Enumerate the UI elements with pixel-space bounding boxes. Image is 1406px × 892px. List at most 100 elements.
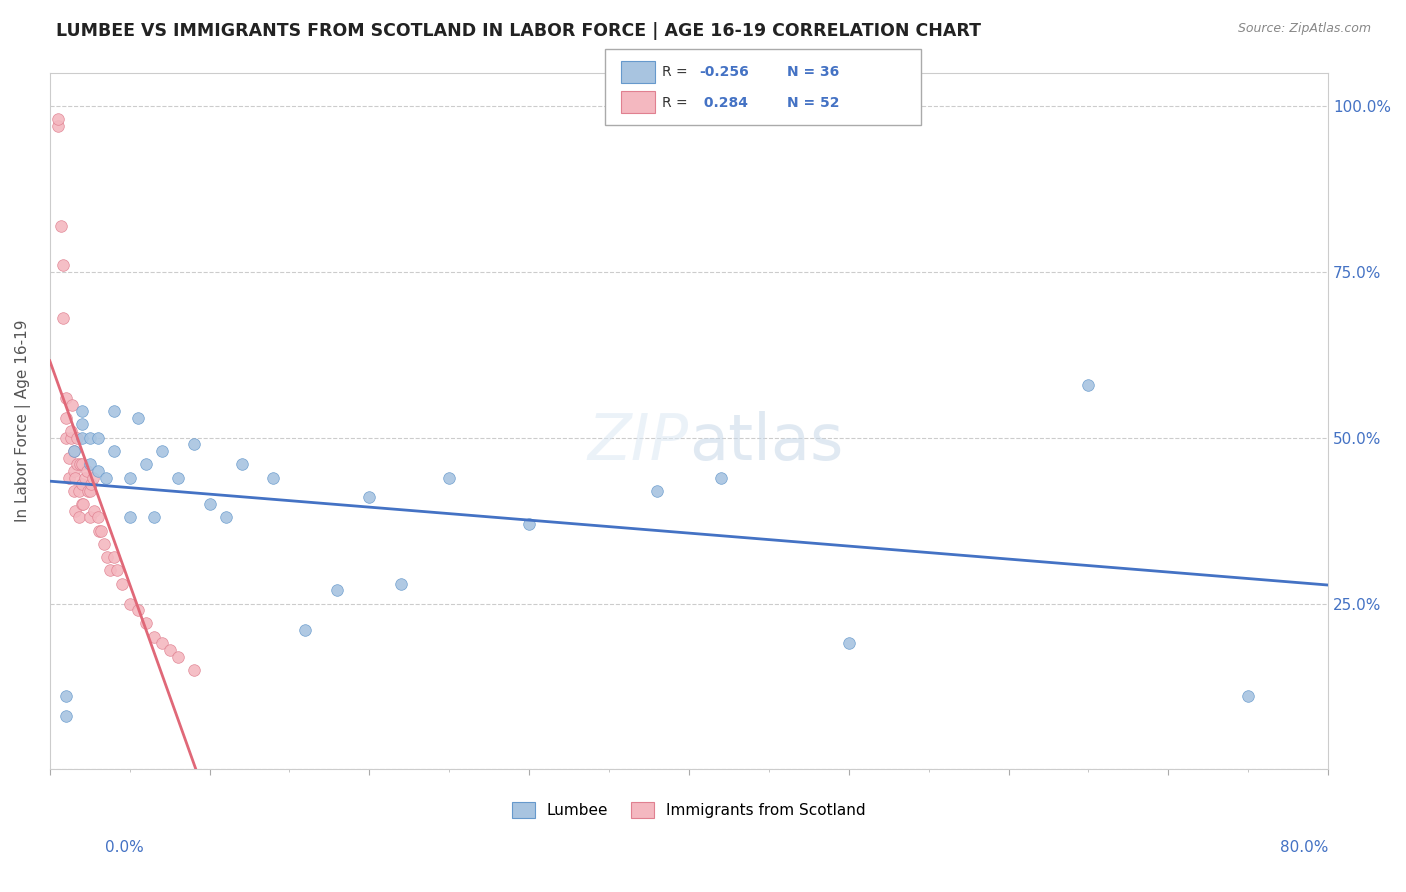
Point [70,417,93,432]
Point [150,636,173,650]
Point [439,470,461,484]
Point [79,457,101,471]
Point [49,219,72,233]
Point [96,550,118,565]
Point [166,470,188,484]
Point [93,537,115,551]
Point [58,470,80,484]
Point [89,524,111,538]
Point [70,477,93,491]
Point [67,510,90,524]
Point [214,510,236,524]
Point [79,483,101,498]
Point [70,457,93,471]
Point [198,497,221,511]
Y-axis label: In Labor Force | Age 16-19: In Labor Force | Age 16-19 [15,320,31,523]
Point [517,516,540,531]
Point [127,410,149,425]
Point [142,630,165,644]
Point [66,431,89,445]
Point [838,636,860,650]
Text: R =: R = [662,65,692,79]
Text: R =: R = [662,96,692,110]
Point [231,457,253,471]
Point [58,450,80,465]
Point [73,470,96,484]
Point [55,391,77,405]
Point [142,510,165,524]
Point [103,404,125,418]
Point [103,550,125,565]
Point [70,404,93,418]
Point [183,663,205,677]
Text: 80.0%: 80.0% [1281,840,1329,855]
Text: 0.284: 0.284 [699,96,748,110]
Point [55,410,77,425]
Point [62,444,84,458]
Point [294,623,316,637]
Point [127,603,149,617]
Point [135,457,157,471]
Point [82,470,104,484]
Text: N = 52: N = 52 [787,96,839,110]
Point [70,497,93,511]
Point [55,709,77,723]
Point [389,576,412,591]
Point [166,649,188,664]
Point [90,524,112,538]
Point [86,464,108,478]
Point [183,437,205,451]
Point [76,464,98,478]
Point [100,563,122,577]
Point [62,483,84,498]
Point [1077,377,1099,392]
Point [55,431,77,445]
Text: ZIP: ZIP [588,411,689,473]
Point [67,483,90,498]
Point [62,464,84,478]
Point [51,258,73,272]
Point [645,483,668,498]
Point [72,497,94,511]
Point [118,597,141,611]
Point [46,119,69,133]
Point [79,431,101,445]
Point [83,503,105,517]
Point [79,510,101,524]
Point [1237,690,1260,704]
Point [105,563,128,577]
Point [55,690,77,704]
Point [77,483,100,498]
Point [150,444,173,458]
Text: 0.0%: 0.0% [105,840,145,855]
Point [103,444,125,458]
Point [65,503,87,517]
Point [60,398,83,412]
Point [46,112,69,127]
Text: N = 36: N = 36 [787,65,839,79]
Point [86,510,108,524]
Point [118,470,141,484]
Point [86,431,108,445]
Point [263,470,285,484]
Point [65,470,87,484]
Legend: Lumbee, Immigrants from Scotland: Lumbee, Immigrants from Scotland [506,797,872,824]
Text: LUMBEE VS IMMIGRANTS FROM SCOTLAND IN LABOR FORCE | AGE 16-19 CORRELATION CHART: LUMBEE VS IMMIGRANTS FROM SCOTLAND IN LA… [56,22,981,40]
Point [159,643,181,657]
Point [66,457,89,471]
Point [69,457,91,471]
Point [80,477,103,491]
Text: Source: ZipAtlas.com: Source: ZipAtlas.com [1237,22,1371,36]
Point [62,444,84,458]
Point [51,311,73,326]
Point [111,576,134,591]
Point [326,583,349,598]
Text: -0.256: -0.256 [699,65,748,79]
Point [59,431,82,445]
Point [94,470,117,484]
Point [59,424,82,438]
Point [359,491,381,505]
Text: atlas: atlas [689,411,844,473]
Point [70,431,93,445]
Point [118,510,141,524]
